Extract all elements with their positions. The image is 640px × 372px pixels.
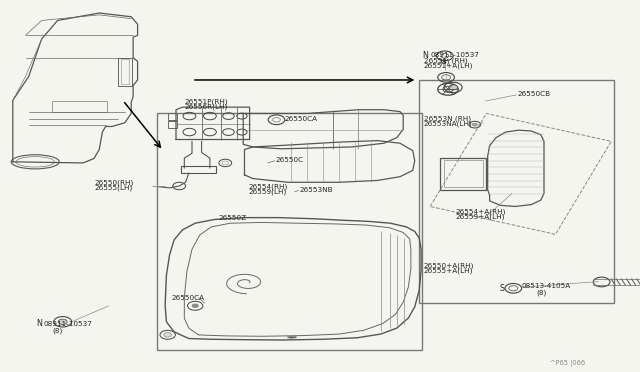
Bar — [121, 59, 129, 84]
Text: ^P65 |066: ^P65 |066 — [550, 360, 586, 367]
Text: 26550CA: 26550CA — [172, 295, 205, 301]
Text: 26553N (RH): 26553N (RH) — [424, 116, 470, 122]
Text: 26555(LH): 26555(LH) — [95, 185, 133, 192]
Text: 26551+A(LH): 26551+A(LH) — [424, 62, 473, 69]
Text: 26555+A(LH): 26555+A(LH) — [424, 268, 473, 275]
Text: 26554(RH): 26554(RH) — [248, 183, 287, 190]
Text: 26550C: 26550C — [275, 157, 303, 163]
Circle shape — [449, 85, 458, 90]
Circle shape — [58, 319, 67, 324]
Text: 26551  (RH): 26551 (RH) — [424, 57, 467, 64]
Text: 26559(LH): 26559(LH) — [248, 189, 287, 195]
Bar — [444, 160, 483, 187]
Bar — [168, 121, 177, 128]
Circle shape — [164, 333, 172, 337]
Text: 08911-10537: 08911-10537 — [44, 321, 92, 327]
Bar — [181, 166, 216, 173]
Text: N: N — [36, 319, 42, 328]
Text: 08513-4105A: 08513-4105A — [522, 283, 571, 289]
Circle shape — [192, 304, 198, 308]
Text: 26553NA(LH): 26553NA(LH) — [424, 121, 472, 128]
Text: N: N — [422, 51, 428, 60]
Text: 26556R(LH): 26556R(LH) — [184, 104, 228, 110]
Text: 26550+A(RH): 26550+A(RH) — [424, 263, 474, 269]
Text: (8): (8) — [52, 327, 63, 334]
Text: 26550Z: 26550Z — [219, 215, 247, 221]
Text: 26550CB: 26550CB — [517, 91, 550, 97]
Text: 26550(RH): 26550(RH) — [95, 180, 134, 186]
Circle shape — [472, 123, 477, 126]
Text: (8): (8) — [439, 58, 449, 65]
Text: 08911-10537: 08911-10537 — [430, 52, 479, 58]
Bar — [157, 113, 422, 350]
Text: 26551P(RH): 26551P(RH) — [184, 99, 228, 105]
Bar — [168, 113, 177, 120]
Text: (8): (8) — [536, 290, 547, 296]
Bar — [440, 158, 486, 190]
Text: 26550CA: 26550CA — [285, 116, 318, 122]
Bar — [419, 80, 614, 303]
Text: 26554+A(RH): 26554+A(RH) — [456, 209, 506, 215]
Text: 26553NB: 26553NB — [300, 187, 333, 193]
Bar — [118, 58, 132, 86]
Bar — [52, 101, 107, 112]
Text: S: S — [499, 284, 504, 293]
Text: 26559+A(LH): 26559+A(LH) — [456, 214, 505, 221]
